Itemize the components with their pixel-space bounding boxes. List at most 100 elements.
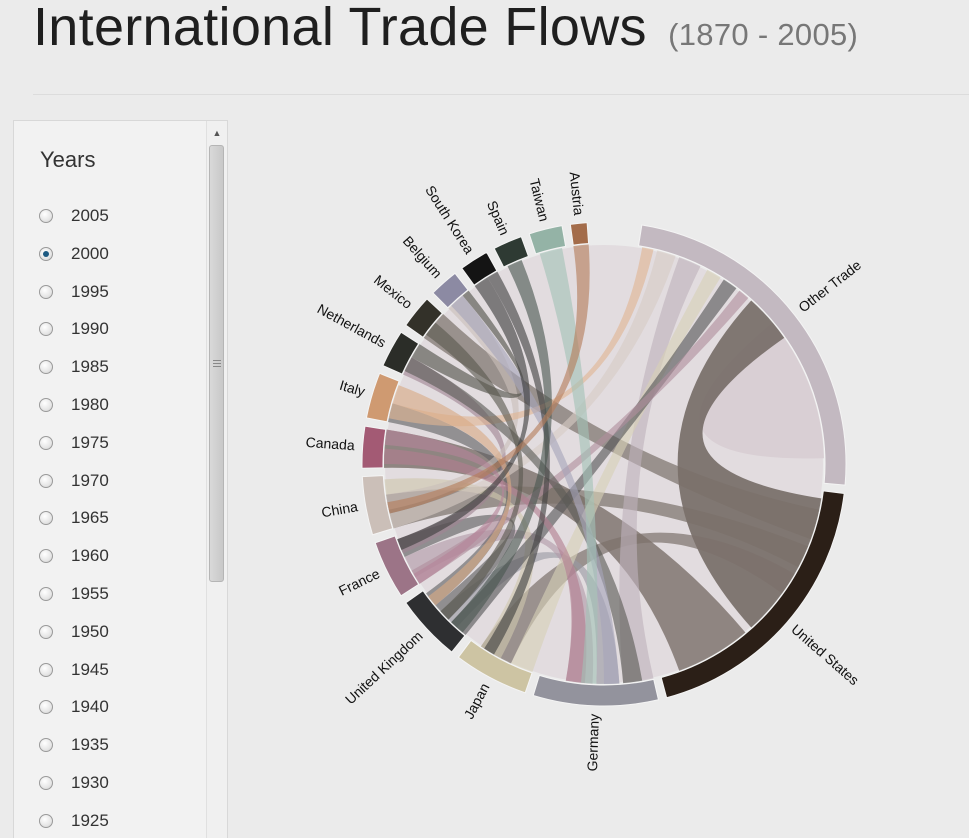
year-radio[interactable] — [39, 435, 53, 450]
year-option-1980[interactable]: 1980 — [39, 392, 199, 418]
arc-china[interactable] — [361, 475, 394, 536]
arc-spain[interactable] — [493, 235, 530, 268]
year-label: 1925 — [71, 810, 109, 830]
arc-italy[interactable] — [365, 372, 400, 423]
chord-ribbon[interactable] — [411, 290, 525, 398]
label-united-kingdom: United Kingdom — [342, 628, 426, 708]
label-austria: Austria — [567, 171, 587, 216]
chord-united-states-canada[interactable] — [384, 429, 746, 671]
year-radio[interactable] — [39, 473, 53, 488]
years-panel: Years 2005 2000 1995 1990 1985 1980 1975 1970 19… — [13, 120, 228, 838]
year-option-1995[interactable]: 1995 — [39, 279, 199, 305]
page-header: International Trade Flows (1870 - 2005) — [0, 0, 969, 96]
year-radio[interactable] — [39, 398, 53, 412]
year-option-1940[interactable]: 1940 — [39, 694, 199, 720]
arc-france[interactable] — [374, 535, 420, 597]
year-option-1960[interactable]: 1960 — [39, 543, 199, 569]
arc-netherlands[interactable] — [382, 331, 420, 375]
arc-germany[interactable] — [532, 674, 660, 707]
arc-united-kingdom[interactable] — [405, 590, 466, 653]
year-option-1925[interactable]: 1925 — [39, 808, 199, 834]
year-radio[interactable] — [39, 322, 53, 337]
year-option-1975[interactable]: 1975 — [39, 430, 199, 456]
year-radio[interactable] — [39, 549, 53, 564]
year-radio[interactable] — [39, 284, 53, 299]
year-option-1955[interactable]: 1955 — [39, 581, 199, 607]
year-radio[interactable] — [39, 246, 53, 261]
year-option-1930[interactable]: 1930 — [39, 770, 199, 796]
year-label: 1990 — [71, 319, 109, 339]
arc-japan[interactable] — [457, 639, 533, 694]
label-italy: Italy — [338, 377, 367, 400]
arc-belgium[interactable] — [432, 272, 469, 309]
scroll-up-arrow-icon[interactable]: ▲ — [212, 128, 222, 138]
year-radio[interactable] — [39, 360, 53, 375]
year-radio[interactable] — [39, 209, 53, 223]
year-radio[interactable] — [39, 511, 53, 526]
year-label: 1950 — [71, 621, 109, 641]
chord-united-states-mexico[interactable] — [423, 313, 820, 540]
label-spain: Spain — [484, 198, 513, 237]
year-option-1945[interactable]: 1945 — [39, 657, 199, 683]
chord-ribbon[interactable] — [386, 295, 519, 510]
chord-ribbon[interactable] — [426, 322, 524, 620]
year-radio[interactable] — [39, 662, 53, 677]
year-radio[interactable] — [39, 624, 53, 639]
year-label: 1975 — [71, 432, 109, 452]
year-label: 1940 — [71, 697, 109, 717]
arc-mexico[interactable] — [405, 298, 444, 338]
year-option-2005[interactable]: 2005 — [39, 203, 199, 229]
chord-united-states-china[interactable] — [386, 486, 808, 568]
chord-ribbon[interactable] — [451, 279, 737, 635]
arc-united-states[interactable] — [660, 490, 845, 699]
arc-canada[interactable] — [361, 425, 387, 469]
year-option-1965[interactable]: 1965 — [39, 505, 199, 531]
label-taiwan: Taiwan — [526, 177, 552, 223]
year-label: 1960 — [71, 546, 109, 566]
arc-taiwan[interactable] — [528, 225, 567, 255]
label-china: China — [320, 498, 359, 520]
chord-ribbon[interactable] — [397, 277, 531, 550]
arc-south-korea[interactable] — [461, 251, 498, 286]
year-radio[interactable] — [39, 587, 53, 601]
page-subtitle: (1870 - 2005) — [668, 17, 859, 52]
year-radio[interactable] — [39, 700, 53, 715]
year-option-2000[interactable]: 2000 — [39, 241, 199, 267]
year-label: 1945 — [71, 659, 109, 679]
label-belgium: Belgium — [400, 233, 446, 281]
arc-other-trade[interactable] — [638, 224, 847, 486]
year-label: 1935 — [71, 735, 109, 755]
chord-ribbon[interactable] — [384, 448, 587, 684]
year-label: 1955 — [71, 584, 109, 603]
year-radio[interactable] — [39, 813, 53, 828]
chord-ribbon[interactable] — [392, 385, 512, 606]
year-label: 1985 — [71, 357, 109, 377]
label-united-states: United States — [788, 621, 862, 688]
year-radio[interactable] — [39, 738, 53, 753]
header-divider — [33, 94, 969, 95]
title-text: International Trade Flows — [33, 0, 647, 57]
year-label: 1970 — [71, 470, 109, 490]
chord-diagram-svg: Other Trade United States Germany Japan Unit… — [305, 171, 864, 772]
year-option-1985[interactable]: 1985 — [39, 354, 199, 380]
year-option-1990[interactable]: 1990 — [39, 316, 199, 342]
grip-line — [213, 366, 221, 367]
chord-ribbon[interactable] — [539, 248, 598, 684]
grip-line — [213, 360, 221, 361]
chord-ribbon[interactable] — [484, 271, 550, 655]
chord-chart: Other Trade United States Germany Japan Unit… — [240, 160, 969, 837]
label-canada: Canada — [305, 434, 355, 453]
chord-ribbon[interactable] — [384, 429, 505, 584]
grip-line — [213, 363, 221, 364]
label-france: France — [336, 565, 382, 599]
year-option-1935[interactable]: 1935 — [39, 732, 199, 758]
scroll-thumb[interactable] — [209, 145, 224, 582]
arc-austria[interactable] — [569, 222, 590, 246]
year-option-1970[interactable]: 1970 — [39, 468, 199, 494]
year-option-1950[interactable]: 1950 — [39, 619, 199, 645]
year-label: 2005 — [71, 206, 109, 225]
year-radio[interactable] — [39, 776, 53, 790]
years-scrollbar[interactable]: ▲ — [206, 121, 227, 838]
chord-ribbon[interactable] — [511, 269, 721, 673]
chord-other-trade-self[interactable] — [699, 322, 824, 461]
